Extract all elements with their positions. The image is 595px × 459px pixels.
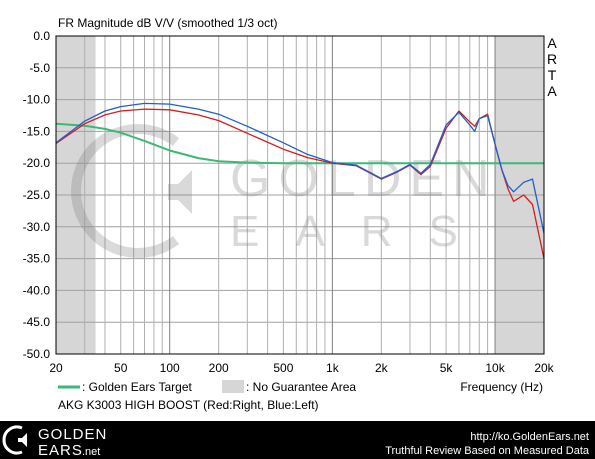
x-tick-label: 100 (160, 361, 180, 375)
y-tick-label: -50.0 (23, 347, 51, 361)
y-tick-label: -30.0 (23, 220, 51, 234)
x-tick-label: 1k (326, 361, 340, 375)
footer-brand-line1: GOLDEN (38, 426, 107, 443)
legend-shade-label: : No Guarantee Area (246, 380, 356, 394)
x-tick-label: 10k (485, 361, 505, 375)
legend-target-label: : Golden Ears Target (82, 380, 193, 394)
y-tick-label: -5.0 (29, 61, 50, 75)
data-series (55, 102, 545, 259)
series-left (55, 102, 545, 234)
y-tick-label: -20.0 (23, 156, 51, 170)
y-axis-ticks: 0.0 -5.0 -10.0 -15.0 -20.0 -25.0 -30.0 -35.0 -40… (23, 29, 51, 361)
y-tick-label: -15.0 (23, 124, 51, 138)
x-axis-ticks: 20 50 100 200 500 1k 2k 5k 10k 20k (49, 361, 554, 375)
y-tick-label: 0.0 (33, 29, 50, 43)
legend-shade-swatch (222, 380, 244, 393)
x-tick-label: 200 (209, 361, 229, 375)
arta-letter: A (547, 35, 557, 51)
arta-letter: T (548, 67, 557, 83)
y-tick-label: -40.0 (23, 283, 51, 297)
x-tick-label: 5k (440, 361, 454, 375)
chart-title: FR Magnitude dB V/V (smoothed 1/3 oct) (58, 16, 277, 30)
footer-ear-icon (2, 425, 23, 455)
y-tick-label: -25.0 (23, 188, 51, 202)
series-golden-ears-target (55, 122, 544, 165)
x-tick-label: 2k (375, 361, 389, 375)
x-tick-label: 50 (114, 361, 128, 375)
watermark-golden-text: GOLDEN (230, 150, 498, 208)
x-tick-label: 20k (534, 361, 554, 375)
x-tick-label: 500 (273, 361, 293, 375)
footer-tagline: Truthful Review Based on Measured Data (385, 445, 590, 457)
golden-ears-watermark: GOLDEN EARS (71, 124, 498, 258)
arta-letter: R (547, 51, 557, 67)
x-axis-label: Frequency (Hz) (460, 380, 543, 394)
speaker-icon (168, 170, 192, 214)
arta-letter: A (547, 83, 557, 99)
y-tick-label: -35.0 (23, 252, 51, 266)
footer-bar (0, 421, 595, 459)
x-tick-label: 20 (49, 361, 63, 375)
footer-speaker-icon (18, 433, 27, 447)
y-tick-label: -45.0 (23, 315, 51, 329)
footer-logo: GOLDEN EARS .net (2, 425, 107, 459)
footer-brand-line2: EARS (38, 442, 83, 459)
y-tick-label: -10.0 (23, 93, 51, 107)
watermark-ears-text: EARS (230, 207, 494, 256)
footer-url[interactable]: http://ko.GoldenEars.net (470, 431, 589, 443)
logo-ear-icon (71, 124, 180, 258)
device-label: AKG K3003 HIGH BOOST (Red:Right, Blue:Le… (58, 398, 319, 412)
footer-brand-suffix: .net (82, 446, 100, 458)
plot-border (55, 35, 545, 355)
